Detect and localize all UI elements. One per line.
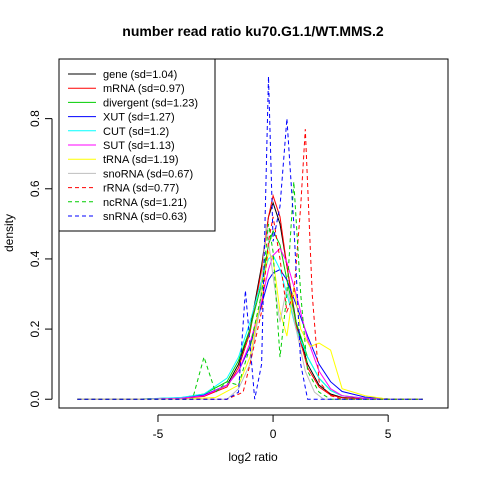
- series-line-3: [77, 268, 423, 400]
- legend: gene (sd=1.04) mRNA (sd=0.97) divergent (s…: [58, 58, 216, 232]
- series-layer: [77, 76, 423, 400]
- series-line-2: [77, 229, 423, 400]
- legend-label-7: snoRNA (sd=0.67): [103, 168, 193, 180]
- x-tick-label: 0: [270, 427, 277, 441]
- series-line-1: [77, 193, 423, 400]
- y-tick-label: 0.2: [28, 320, 42, 337]
- x-tick-label: 5: [385, 427, 392, 441]
- series-line-5: [77, 247, 423, 400]
- legend-label-2: divergent (sd=1.23): [103, 97, 198, 109]
- y-axis: 0.0 0.2 0.4 0.6 0.8: [28, 110, 53, 408]
- series-line-6: [77, 250, 423, 400]
- y-tick-label: 0.4: [28, 250, 42, 267]
- series-line-0: [77, 201, 423, 400]
- x-tick-label: -5: [153, 427, 164, 441]
- chart-title: number read ratio ku70.G1.1/WT.MMS.2: [122, 23, 384, 39]
- legend-label-10: snRNA (sd=0.63): [103, 211, 187, 223]
- series-line-10: [77, 76, 423, 400]
- legend-label-0: gene (sd=1.04): [103, 69, 177, 81]
- legend-label-3: XUT (sd=1.27): [103, 112, 175, 124]
- y-tick-label: 0.6: [28, 180, 42, 197]
- legend-label-6: tRNA (sd=1.19): [103, 154, 179, 166]
- legend-label-8: rRNA (sd=0.77): [103, 183, 179, 195]
- y-tick-label: 0.8: [28, 110, 42, 127]
- plot-frame: [58, 58, 449, 409]
- series-line-8: [77, 129, 423, 400]
- x-axis: -5 0 5: [153, 414, 392, 441]
- legend-label-9: ncRNA (sd=1.21): [103, 197, 187, 209]
- series-line-7: [77, 223, 423, 400]
- series-line-9: [77, 181, 423, 400]
- legend-label-4: CUT (sd=1.2): [103, 126, 169, 138]
- legend-label-5: SUT (sd=1.13): [103, 140, 175, 152]
- y-tick-label: 0.0: [28, 391, 42, 408]
- x-axis-label: log2 ratio: [228, 450, 278, 464]
- legend-label-1: mRNA (sd=0.97): [103, 83, 185, 95]
- y-axis-label: density: [2, 214, 16, 252]
